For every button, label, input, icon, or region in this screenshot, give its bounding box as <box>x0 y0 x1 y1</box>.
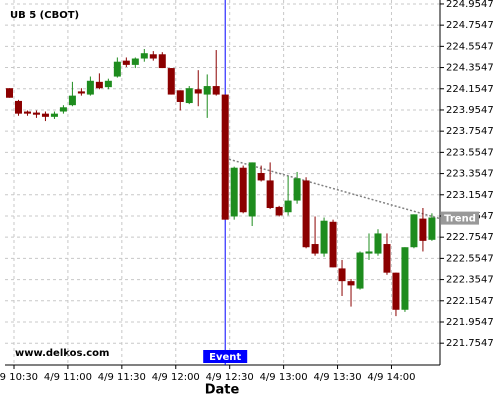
x-tick-label: 4/9 12:00 <box>152 372 200 383</box>
candle-body <box>32 112 40 115</box>
y-tick-label: 224.9547 <box>446 0 494 10</box>
y-tick-label: 221.9547 <box>446 317 494 328</box>
x-tick-label: 4/9 13:30 <box>313 372 361 383</box>
candle-body <box>239 167 247 213</box>
candle-body <box>104 80 112 88</box>
candle-body <box>59 107 67 112</box>
chart-title: UB 5 (CBOT) <box>10 10 79 21</box>
y-tick-label: 224.3547 <box>446 63 494 74</box>
trend-label-box <box>441 211 479 225</box>
candle-body <box>338 268 346 282</box>
candle-body <box>149 54 157 59</box>
candle-body <box>122 60 130 65</box>
candle-body <box>158 54 166 69</box>
y-tick-label: 223.3547 <box>446 169 494 180</box>
y-tick-label: 224.1547 <box>446 84 494 95</box>
candle-body <box>365 251 373 254</box>
y-tick-label: 223.5547 <box>446 147 494 158</box>
y-tick-label: 223.1547 <box>446 190 494 201</box>
candle-body <box>41 113 49 117</box>
y-tick-label: 222.7547 <box>446 232 494 243</box>
candle-body <box>392 272 400 310</box>
candle-body <box>14 100 22 114</box>
candle-body <box>95 81 103 89</box>
y-tick-label: 224.5547 <box>446 41 494 52</box>
event-label-box <box>203 350 248 363</box>
x-axis-title: Date <box>205 383 240 398</box>
candle-body <box>203 86 211 95</box>
candle-body <box>86 80 94 95</box>
y-tick-label: 223.9547 <box>446 105 494 116</box>
candle-body <box>347 281 355 286</box>
candle-body <box>257 173 265 181</box>
x-tick-label: 4/9 10:30 <box>0 372 38 383</box>
candle-body <box>167 68 175 95</box>
y-tick-label: 223.7547 <box>446 126 494 137</box>
candle-body <box>221 94 229 220</box>
candle-body <box>176 90 184 102</box>
candle-body <box>284 200 292 213</box>
candle-body <box>329 221 337 268</box>
candle-body <box>131 58 139 65</box>
x-tick-label: 4/9 12:30 <box>206 372 254 383</box>
candle-body <box>428 217 436 240</box>
candle-body <box>320 220 328 254</box>
candle-body <box>185 88 193 104</box>
candle-body <box>302 180 310 248</box>
candle-body <box>356 252 364 289</box>
candle-body <box>410 214 418 248</box>
y-tick-label: 221.7547 <box>446 338 494 349</box>
candle-body <box>5 88 13 98</box>
watermark: www.delkos.com <box>15 348 109 359</box>
y-tick-label: 222.1547 <box>446 296 494 307</box>
y-tick-label: 222.5547 <box>446 253 494 264</box>
candle-body <box>383 244 391 273</box>
y-tick-label: 224.7547 <box>446 20 494 31</box>
candle-body <box>248 162 256 217</box>
candle-body <box>23 111 31 114</box>
candle-body <box>266 180 274 208</box>
candle-body <box>293 178 301 201</box>
candle-body <box>50 113 58 117</box>
candle-body <box>401 247 409 310</box>
x-tick-label: 4/9 13:00 <box>260 372 308 383</box>
candle-body <box>419 218 427 241</box>
candle-body <box>275 206 283 216</box>
candle-body <box>311 244 319 254</box>
candle-body <box>68 95 76 106</box>
candle-body <box>140 53 148 59</box>
candle-body <box>230 167 238 217</box>
y-tick-label: 222.3547 <box>446 275 494 286</box>
x-tick-label: 4/9 11:30 <box>98 372 146 383</box>
x-tick-label: 4/9 11:00 <box>44 372 92 383</box>
x-tick-label: 4/9 14:00 <box>367 372 415 383</box>
candle-body <box>194 89 202 94</box>
event-label: Event <box>209 352 241 363</box>
trend-label: Trend <box>444 214 476 225</box>
candle-body <box>113 61 121 77</box>
candle-body <box>212 86 220 95</box>
candle-body <box>374 233 382 254</box>
candle-body <box>77 91 85 94</box>
